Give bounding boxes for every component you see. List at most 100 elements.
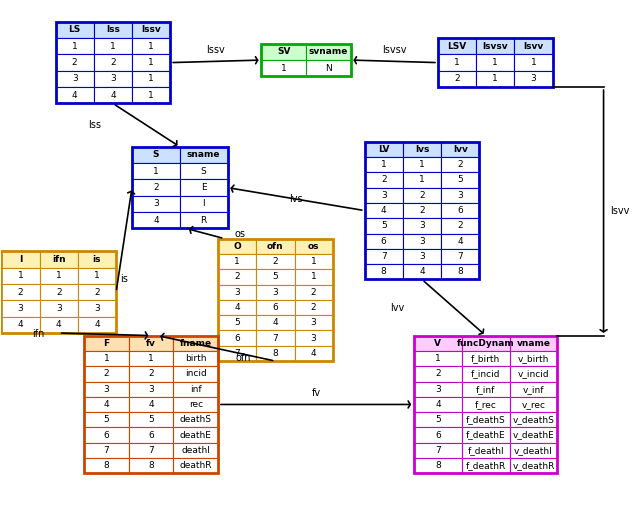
Text: 8: 8	[458, 267, 463, 277]
Bar	[462, 427, 509, 443]
Bar	[403, 249, 441, 264]
Text: lvs: lvs	[289, 194, 303, 204]
Text: 4: 4	[94, 321, 100, 329]
Text: I: I	[202, 200, 205, 208]
Bar	[94, 54, 132, 71]
Text: 6: 6	[381, 236, 387, 246]
Bar	[132, 38, 170, 54]
Bar	[403, 172, 441, 188]
Text: 1: 1	[492, 58, 498, 67]
Bar	[173, 366, 218, 382]
Text: fv: fv	[312, 388, 321, 398]
Bar	[94, 71, 132, 87]
Bar	[509, 443, 557, 458]
Bar	[365, 142, 403, 157]
Text: 1: 1	[454, 58, 460, 67]
Bar	[129, 351, 173, 366]
Bar	[40, 268, 78, 284]
Text: 3: 3	[273, 288, 278, 297]
Bar	[78, 251, 116, 268]
Text: 3: 3	[94, 304, 100, 313]
Text: 1: 1	[419, 160, 425, 169]
Text: 1: 1	[148, 42, 154, 51]
Bar	[56, 22, 94, 38]
Text: 1: 1	[531, 58, 536, 67]
Bar	[218, 300, 256, 315]
Text: 3: 3	[18, 304, 24, 313]
Bar	[129, 412, 173, 427]
Bar	[173, 397, 218, 412]
Bar	[132, 54, 170, 71]
Text: 2: 2	[311, 303, 316, 312]
Bar	[84, 351, 129, 366]
Text: 4: 4	[458, 236, 463, 246]
Bar	[261, 60, 306, 76]
Bar	[462, 443, 509, 458]
Text: 2: 2	[419, 206, 425, 215]
Bar	[515, 54, 552, 71]
Bar	[294, 269, 333, 285]
Bar	[294, 239, 333, 254]
Text: 5: 5	[458, 175, 463, 185]
Bar	[294, 315, 333, 330]
Bar	[132, 147, 228, 228]
Bar	[94, 38, 132, 54]
Text: LS: LS	[68, 26, 81, 34]
Bar	[173, 427, 218, 443]
Text: deathI: deathI	[181, 446, 210, 455]
Bar	[173, 382, 218, 397]
Bar	[56, 87, 94, 104]
Bar	[218, 330, 256, 346]
Text: 5: 5	[381, 222, 387, 230]
Text: ofn: ofn	[236, 352, 252, 363]
Text: f_deathI: f_deathI	[467, 446, 504, 455]
Bar	[365, 172, 403, 188]
Text: lss: lss	[88, 120, 102, 130]
Text: lss: lss	[106, 26, 120, 34]
Text: N: N	[325, 64, 332, 73]
Text: fv: fv	[146, 339, 156, 348]
Text: v_rec: v_rec	[522, 400, 545, 409]
Bar	[78, 301, 116, 317]
Bar	[218, 239, 333, 361]
Bar	[173, 412, 218, 427]
Text: 1: 1	[419, 175, 425, 185]
Bar	[438, 38, 476, 54]
Text: lvv: lvv	[390, 303, 405, 312]
Bar	[40, 317, 78, 333]
Text: LV: LV	[378, 145, 390, 154]
Text: 3: 3	[153, 200, 159, 208]
Text: ofn: ofn	[267, 242, 284, 251]
Bar	[40, 251, 78, 268]
Text: v_deathI: v_deathI	[514, 446, 553, 455]
Text: 4: 4	[234, 303, 240, 312]
Text: 5: 5	[234, 319, 240, 327]
Bar	[509, 382, 557, 397]
Bar	[132, 87, 170, 104]
Text: 3: 3	[311, 333, 317, 343]
Bar	[218, 269, 256, 285]
Bar	[462, 351, 509, 366]
Text: v_deathE: v_deathE	[513, 430, 554, 440]
Bar	[261, 44, 306, 60]
Text: v_inf: v_inf	[523, 385, 544, 393]
Bar	[129, 427, 173, 443]
Bar	[509, 427, 557, 443]
Text: lsvv: lsvv	[610, 206, 629, 216]
Text: 7: 7	[104, 446, 109, 455]
Bar	[476, 54, 515, 71]
Bar	[132, 163, 180, 180]
Bar	[403, 188, 441, 203]
Text: lvv: lvv	[452, 145, 468, 154]
Text: 3: 3	[311, 319, 317, 327]
Bar	[129, 366, 173, 382]
Text: 4: 4	[56, 321, 61, 329]
Text: f_incid: f_incid	[471, 369, 500, 379]
Text: v_incid: v_incid	[518, 369, 549, 379]
Text: 3: 3	[531, 74, 536, 84]
Text: v_deathR: v_deathR	[512, 461, 555, 470]
Bar	[40, 301, 78, 317]
Text: I: I	[19, 255, 22, 264]
Bar	[476, 71, 515, 87]
Text: 7: 7	[435, 446, 441, 455]
